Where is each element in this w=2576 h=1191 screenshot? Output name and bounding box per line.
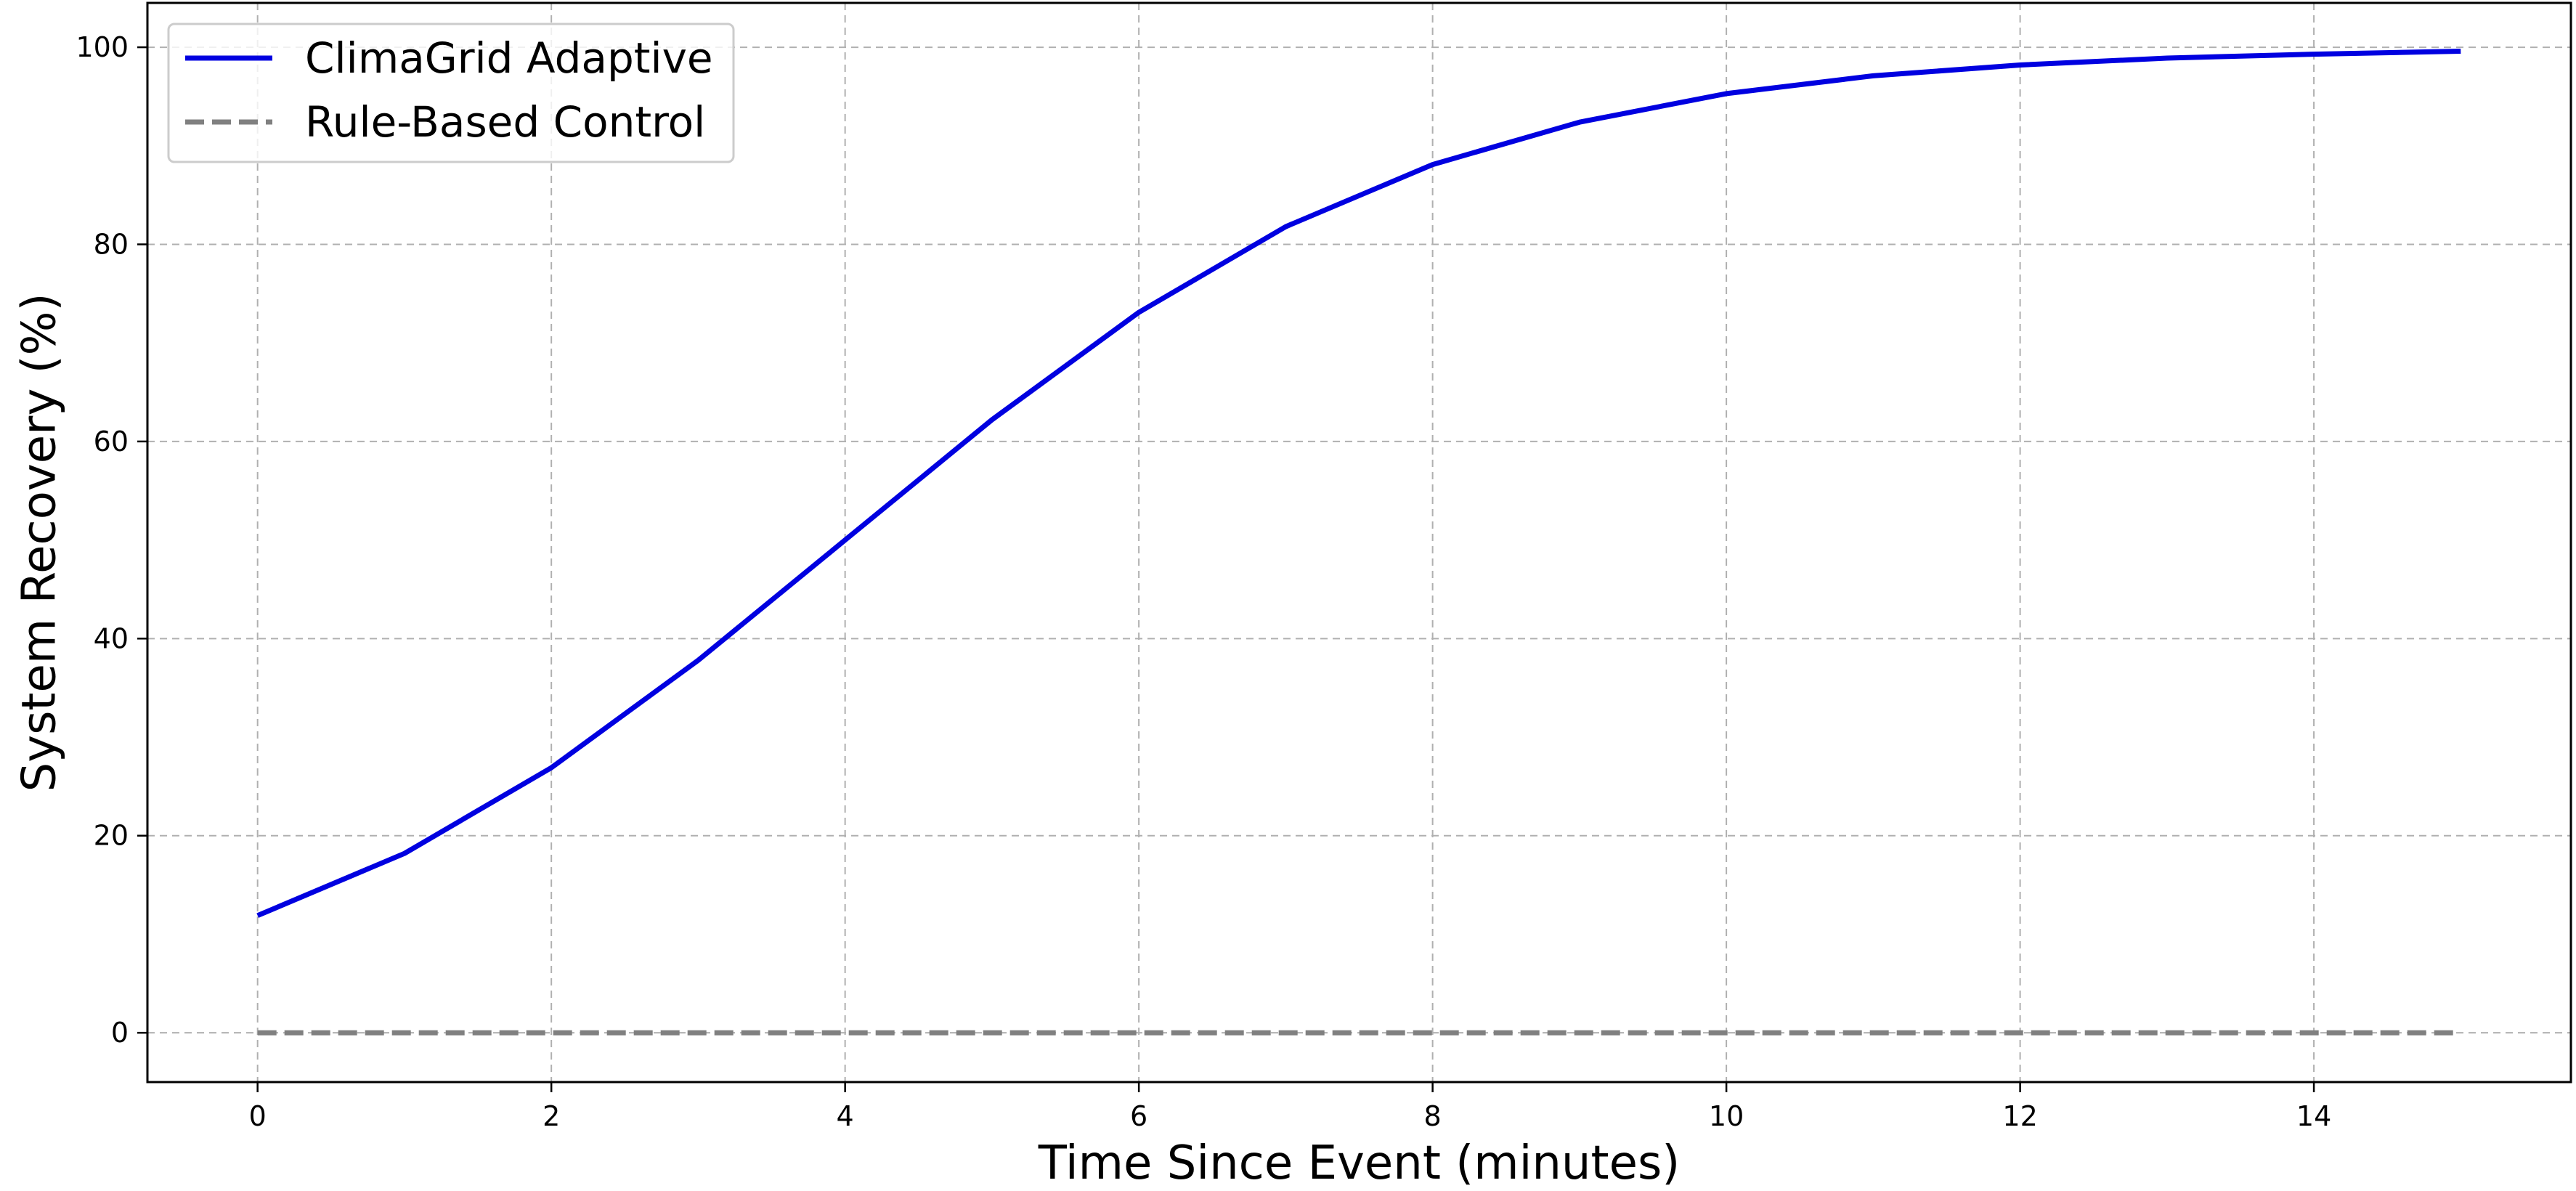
y-tick-label: 80 [94,228,129,260]
x-tick-label: 14 [2296,1100,2331,1132]
x-tick-label: 0 [249,1100,267,1132]
legend-label-climagrid-adaptive: ClimaGrid Adaptive [305,33,713,83]
legend-label-rule-based-control: Rule-Based Control [305,97,705,147]
y-tick-label: 100 [76,31,129,63]
axis-ticks: 0 2 4 6 8 10 12 14 0 20 40 60 80 100 [76,31,2331,1132]
series-lines [256,49,2461,1036]
y-tick-label: 60 [94,426,129,458]
x-tick-label: 4 [837,1100,854,1132]
y-tick-label: 20 [94,820,129,852]
plot-frame [146,1,2572,1084]
legend: ClimaGrid Adaptive Rule-Based Control [167,23,735,163]
x-tick-label: 12 [2002,1100,2037,1132]
y-axis-label: System Recovery (%) [13,293,67,792]
x-tick-label: 10 [1709,1100,1744,1132]
x-tick-label: 2 [543,1100,560,1132]
series-line-0 [256,49,2461,918]
y-tick-label: 0 [111,1017,129,1049]
x-tick-label: 6 [1130,1100,1147,1132]
x-tick-label: 8 [1424,1100,1442,1132]
x-axis-label: Time Since Event (minutes) [1038,1137,1681,1187]
legend-box [167,23,735,163]
y-tick-label: 40 [94,622,129,654]
